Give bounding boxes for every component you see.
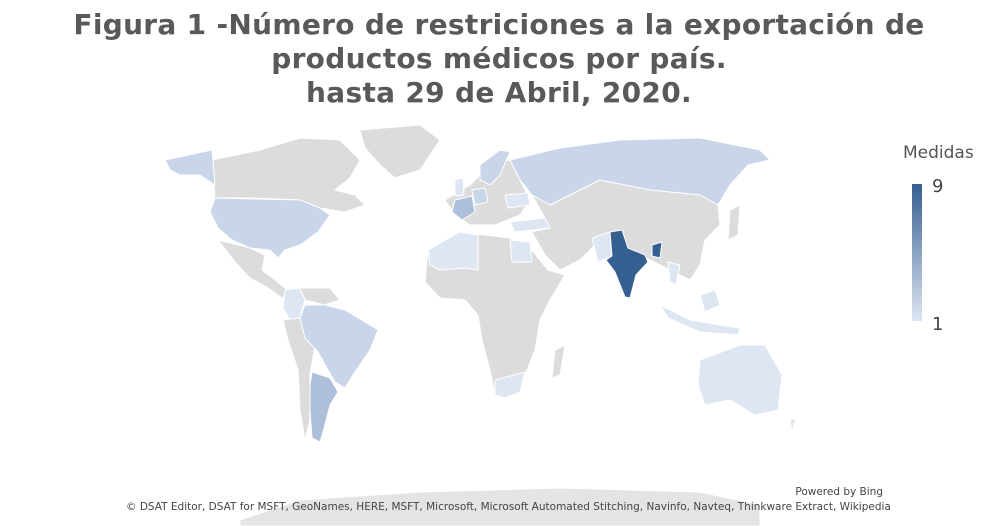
region-antarctica[interactable]: [239, 487, 761, 526]
region-canada[interactable]: [211, 137, 366, 213]
title-line-3: hasta 29 de Abril, 2020.: [306, 76, 692, 109]
region-sweden-norway[interactable]: [479, 149, 511, 186]
powered-by-bing: Powered by Bing: [795, 486, 883, 498]
title-line-2: productos médicos por país.: [271, 42, 727, 75]
region-malaysia-borneo[interactable]: [699, 289, 721, 313]
region-france[interactable]: [451, 195, 476, 221]
region-argentina[interactable]: [309, 371, 339, 443]
region-madagascar[interactable]: [551, 344, 566, 379]
region-greenland[interactable]: [359, 124, 441, 179]
chart-title: Figura 1 -Número de restriciones a la ex…: [0, 8, 998, 110]
region-united-kingdom[interactable]: [454, 177, 465, 197]
region-brazil[interactable]: [299, 304, 379, 389]
region-japan[interactable]: [727, 204, 741, 241]
legend-max-label: 9: [932, 176, 944, 197]
region-new-zealand[interactable]: [789, 417, 797, 433]
region-united-states[interactable]: [209, 197, 331, 259]
region-thailand[interactable]: [667, 261, 681, 286]
region-south-africa[interactable]: [494, 371, 526, 399]
region-australia[interactable]: [697, 344, 783, 416]
region-indonesia[interactable]: [659, 304, 741, 336]
title-line-1: Figura 1 -Número de restriciones a la ex…: [73, 8, 925, 41]
region-ukraine[interactable]: [504, 192, 531, 209]
region-venezuela[interactable]: [299, 287, 341, 306]
region-india-northeast[interactable]: [651, 241, 663, 259]
region-egypt[interactable]: [509, 239, 533, 263]
region-germany[interactable]: [471, 187, 489, 206]
legend-min-label: 1: [932, 314, 944, 335]
map-credits: © DSAT Editor, DSAT for MSFT, GeoNames, …: [126, 501, 891, 513]
region-algeria-morocco[interactable]: [427, 231, 479, 271]
region-india[interactable]: [605, 229, 649, 299]
region-alaska[interactable]: [164, 149, 216, 186]
legend-title: Medidas: [903, 143, 974, 163]
legend-color-scale: [912, 184, 922, 321]
